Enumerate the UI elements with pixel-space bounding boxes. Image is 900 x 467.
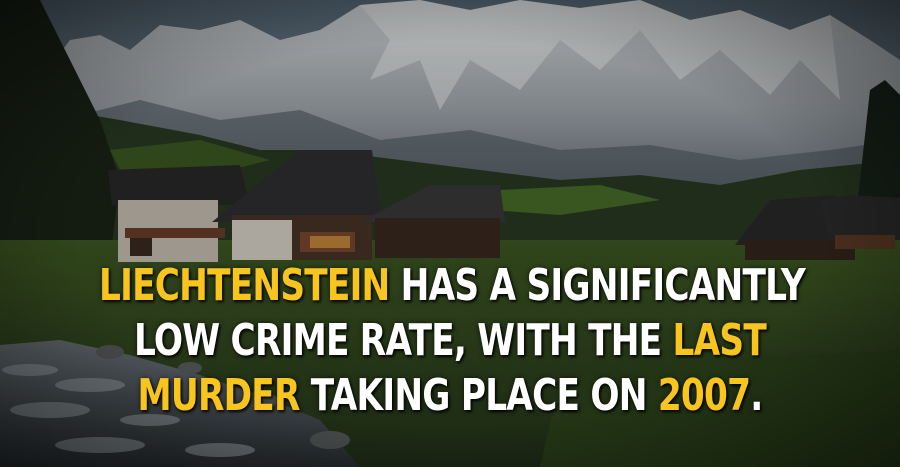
highlight-last: LAST (672, 315, 767, 366)
fact-caption: LIECHTENSTEIN HAS A SIGNIFICANTLY LOW CR… (99, 258, 806, 423)
highlight-murder: MURDER (137, 370, 300, 421)
caption-line-3: MURDER TAKING PLACE ON 2007. (99, 368, 801, 423)
caption-line-2: LOW CRIME RATE, WITH THE LAST (99, 313, 801, 368)
caption-line-1: LIECHTENSTEIN HAS A SIGNIFICANTLY (99, 258, 806, 313)
highlight-country: LIECHTENSTEIN (99, 260, 390, 311)
caption-text: LOW CRIME RATE, WITH THE (134, 315, 673, 366)
caption-text: TAKING PLACE ON (299, 370, 658, 421)
caption-text: . (750, 370, 763, 421)
highlight-year: 2007 (657, 370, 751, 421)
caption-text: HAS A SIGNIFICANTLY (389, 260, 806, 311)
